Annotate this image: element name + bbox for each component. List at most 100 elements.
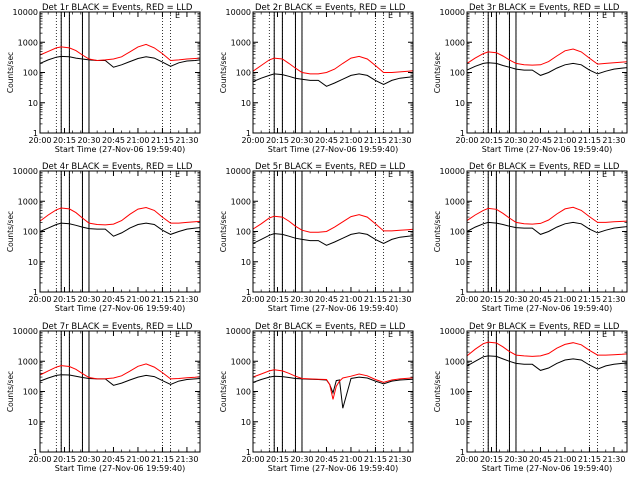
series-line-lld: [252, 55, 414, 75]
x-tick-label: 21:30: [388, 136, 411, 145]
y-tick-label: 100: [23, 228, 38, 237]
panel-title: Det 6r BLACK = Events, RED = LLD: [469, 162, 620, 172]
y-axis-label: Counts/sec: [6, 371, 15, 412]
y-tick-label: 1: [460, 129, 465, 138]
x-tick-label: 21:30: [602, 455, 625, 464]
x-tick-label: 21:15: [151, 455, 174, 464]
panel-corner-mark: E: [175, 11, 180, 20]
y-tick-label: 100: [450, 228, 465, 237]
x-tick-label: 20:15: [53, 136, 76, 145]
x-tick-label: 21:30: [175, 295, 198, 304]
series-line-lld: [466, 48, 628, 66]
y-axis-label: Counts/sec: [433, 211, 442, 252]
x-tick-label: 21:00: [553, 455, 576, 464]
y-tick-label: 10: [28, 99, 38, 108]
y-axis-label: Counts/sec: [219, 52, 228, 93]
y-tick-label: 1000: [231, 197, 251, 206]
x-tick-label: 20:15: [480, 455, 503, 464]
x-tick-label: 20:30: [77, 455, 100, 464]
x-tick-label: 21:00: [553, 295, 576, 304]
y-tick-label: 1000: [445, 197, 465, 206]
y-tick-label: 100: [23, 388, 38, 397]
x-axis-label: Start Time (27-Nov-06 19:59:40): [55, 304, 185, 313]
x-tick-label: 20:45: [315, 136, 338, 145]
x-tick-label: 21:00: [339, 295, 362, 304]
y-axis-label: Counts/sec: [433, 52, 442, 93]
y-tick-label: 10000: [13, 8, 38, 17]
series-line-events: [466, 221, 628, 235]
series-line-lld: [252, 369, 414, 400]
x-tick-label: 20:45: [529, 136, 552, 145]
x-tick-label: 21:15: [151, 136, 174, 145]
y-tick-label: 1: [246, 448, 251, 457]
series-line-events: [252, 232, 414, 246]
y-tick-label: 1: [246, 288, 251, 297]
x-tick-label: 20:15: [53, 295, 76, 304]
y-tick-label: 1: [460, 288, 465, 297]
series-line-events: [466, 62, 628, 76]
x-tick-label: 21:30: [388, 455, 411, 464]
y-tick-label: 1000: [18, 357, 38, 366]
x-tick-label: 20:45: [315, 295, 338, 304]
y-tick-label: 10: [455, 99, 465, 108]
y-axis-label: Counts/sec: [6, 211, 15, 252]
y-tick-label: 1000: [445, 38, 465, 47]
y-tick-label: 10: [241, 258, 251, 267]
y-tick-label: 100: [236, 388, 251, 397]
y-tick-label: 1000: [18, 197, 38, 206]
x-axis-label: Start Time (27-Nov-06 19:59:40): [482, 145, 612, 154]
panel-corner-mark: E: [602, 170, 607, 179]
x-tick-label: 20:45: [529, 455, 552, 464]
y-tick-label: 1000: [231, 357, 251, 366]
y-tick-label: 1: [460, 448, 465, 457]
x-tick-label: 21:15: [151, 295, 174, 304]
x-tick-label: 20:30: [290, 455, 313, 464]
panel-corner-mark: E: [388, 330, 393, 339]
x-tick-label: 20:15: [480, 136, 503, 145]
series-line-lld: [39, 363, 201, 380]
y-tick-label: 10: [455, 258, 465, 267]
series-line-lld: [39, 43, 201, 62]
x-tick-label: 21:15: [578, 455, 601, 464]
x-tick-label: 20:45: [102, 136, 125, 145]
y-tick-label: 10000: [13, 167, 38, 176]
y-axis-label: Counts/sec: [6, 52, 15, 93]
x-axis-label: Start Time (27-Nov-06 19:59:40): [268, 304, 398, 313]
series-line-events: [39, 222, 201, 237]
y-tick-label: 10: [28, 418, 38, 427]
series-line-events: [39, 374, 201, 386]
x-axis-label: Start Time (27-Nov-06 19:59:40): [55, 145, 185, 154]
y-tick-label: 100: [236, 69, 251, 78]
x-tick-label: 20:45: [315, 455, 338, 464]
y-axis-label: Counts/sec: [433, 371, 442, 412]
y-tick-label: 10000: [440, 167, 465, 176]
x-tick-label: 21:00: [126, 455, 149, 464]
series-line-events: [252, 73, 414, 87]
x-tick-label: 21:30: [602, 295, 625, 304]
y-tick-label: 10000: [226, 167, 251, 176]
x-tick-label: 20:00: [455, 136, 478, 145]
x-tick-label: 20:30: [504, 295, 527, 304]
x-axis-label: Start Time (27-Nov-06 19:59:40): [55, 464, 185, 473]
y-tick-label: 100: [236, 228, 251, 237]
panel-corner-mark: E: [388, 170, 393, 179]
y-tick-label: 1000: [445, 357, 465, 366]
y-tick-label: 10: [241, 99, 251, 108]
y-tick-label: 10: [455, 418, 465, 427]
x-tick-label: 20:15: [266, 295, 289, 304]
x-tick-label: 21:00: [126, 136, 149, 145]
x-axis-label: Start Time (27-Nov-06 19:59:40): [268, 145, 398, 154]
panel-title: Det 5r BLACK = Events, RED = LLD: [255, 162, 406, 172]
x-tick-label: 20:00: [241, 295, 264, 304]
x-tick-label: 20:30: [504, 455, 527, 464]
y-tick-label: 1: [33, 129, 38, 138]
y-tick-label: 100: [450, 388, 465, 397]
series-line-lld: [252, 214, 414, 233]
series-line-events: [466, 355, 628, 371]
